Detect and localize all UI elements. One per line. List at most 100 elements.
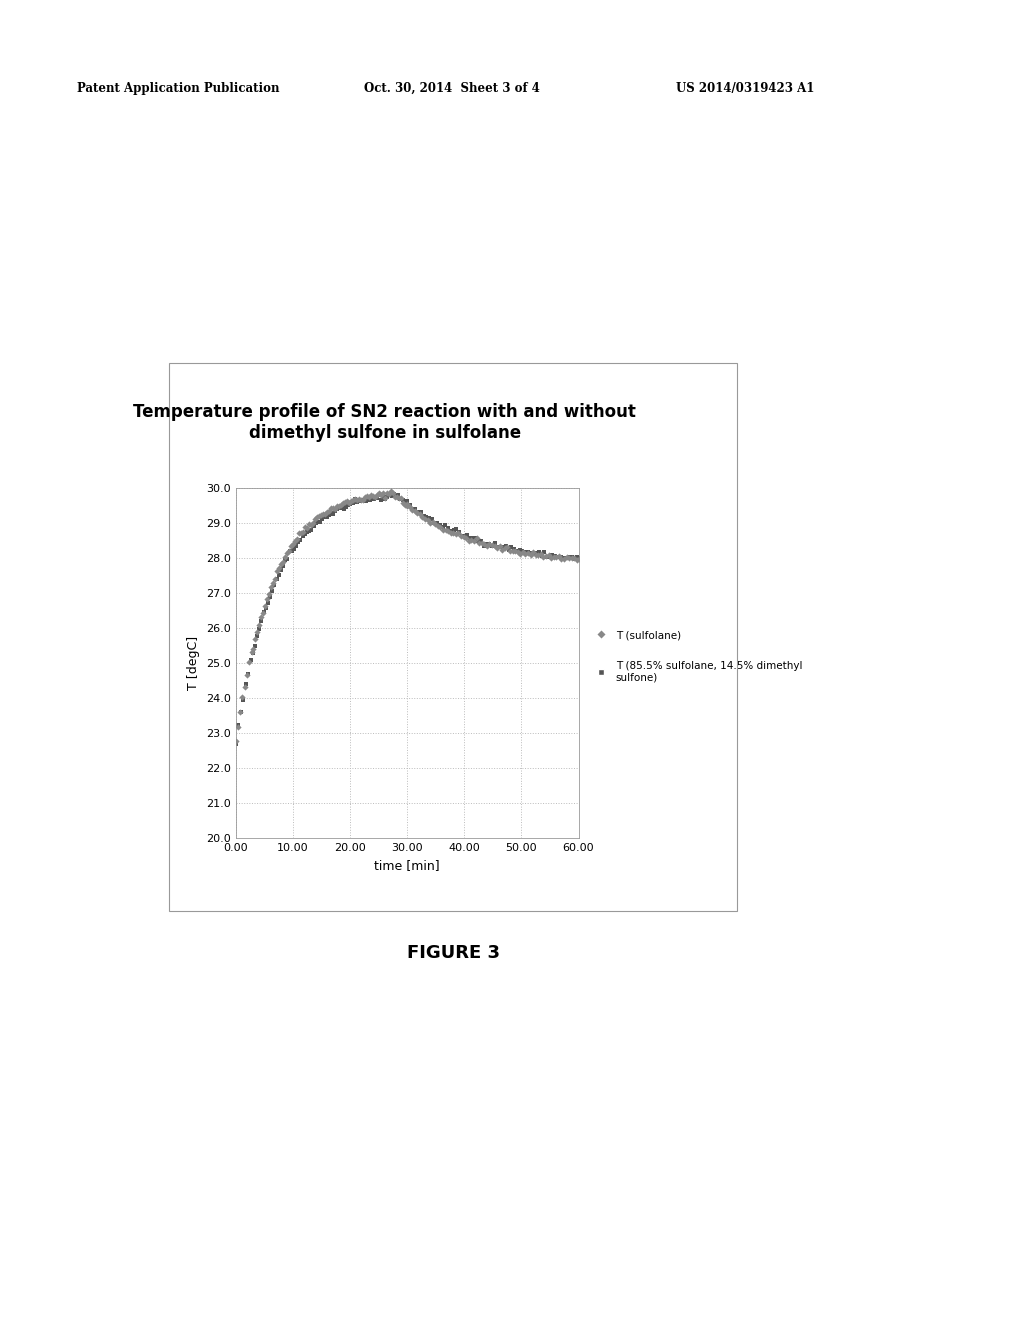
Point xyxy=(489,537,506,558)
Point xyxy=(239,664,255,685)
Point xyxy=(354,488,371,510)
Point xyxy=(333,495,349,516)
Point xyxy=(258,589,274,610)
Point xyxy=(392,488,409,510)
Point xyxy=(373,490,389,511)
Point xyxy=(384,486,400,507)
Point xyxy=(257,598,273,619)
Point xyxy=(369,484,385,506)
Point xyxy=(262,586,279,607)
Point xyxy=(244,642,260,663)
Point xyxy=(230,714,247,735)
Point xyxy=(251,618,267,639)
Point xyxy=(371,483,387,504)
Point xyxy=(343,491,359,512)
Point xyxy=(396,494,413,515)
Point xyxy=(268,560,285,581)
Point xyxy=(386,487,402,508)
Point xyxy=(379,487,395,508)
Point xyxy=(302,515,318,536)
Point xyxy=(247,628,263,649)
Point xyxy=(470,531,486,552)
Point xyxy=(542,545,558,566)
Point xyxy=(530,541,547,562)
Point xyxy=(390,487,407,508)
Point xyxy=(525,543,542,564)
Point xyxy=(399,494,416,515)
Point xyxy=(337,491,353,512)
Point xyxy=(249,626,265,647)
Point xyxy=(348,490,365,511)
Point xyxy=(336,499,352,520)
Point xyxy=(396,491,413,512)
Point xyxy=(488,537,505,558)
Point xyxy=(304,512,321,533)
Point xyxy=(418,506,434,527)
Point xyxy=(274,552,291,573)
Point xyxy=(427,513,443,535)
Point xyxy=(416,506,432,527)
Point xyxy=(553,546,569,568)
Point xyxy=(401,496,418,517)
Point xyxy=(291,523,307,544)
Point xyxy=(424,508,440,529)
Point xyxy=(473,532,489,553)
Point xyxy=(318,507,335,528)
Point xyxy=(571,548,588,569)
Point xyxy=(307,512,324,533)
Point xyxy=(285,533,301,554)
Point xyxy=(515,541,531,562)
Point xyxy=(425,512,441,533)
Point xyxy=(404,499,421,520)
Point xyxy=(511,540,527,561)
Point xyxy=(301,520,317,541)
Point xyxy=(249,622,265,643)
Point xyxy=(410,502,426,523)
Point xyxy=(286,539,302,560)
Point xyxy=(305,516,322,537)
Point xyxy=(415,507,431,528)
Point xyxy=(266,568,283,589)
Point xyxy=(383,480,399,502)
Point xyxy=(453,525,469,546)
Point xyxy=(229,717,246,738)
Point xyxy=(566,548,583,569)
Point xyxy=(282,541,298,562)
Point xyxy=(299,517,315,539)
Point xyxy=(462,528,478,549)
Point xyxy=(381,484,397,506)
Point xyxy=(495,536,511,557)
Point xyxy=(290,531,306,552)
Point xyxy=(253,606,269,627)
Point xyxy=(506,539,522,560)
Point xyxy=(476,533,493,554)
Point xyxy=(555,546,571,568)
Point xyxy=(486,535,503,556)
Point xyxy=(527,545,544,566)
Point xyxy=(371,484,387,506)
Point xyxy=(561,546,578,568)
Point xyxy=(314,508,331,529)
Point xyxy=(268,569,285,590)
Point xyxy=(308,507,325,528)
Point xyxy=(569,546,586,568)
Point xyxy=(373,484,389,506)
Point xyxy=(445,519,462,540)
Point xyxy=(231,701,248,722)
Point xyxy=(227,734,244,755)
Point xyxy=(392,488,409,510)
Text: Temperature profile of SN2 reaction with and without
dimethyl sulfone in sulfola: Temperature profile of SN2 reaction with… xyxy=(133,404,636,442)
Point xyxy=(398,495,415,516)
Point xyxy=(458,528,474,549)
Point xyxy=(481,533,498,554)
Point xyxy=(442,520,459,541)
Point xyxy=(300,513,316,535)
Point xyxy=(456,527,472,548)
Point xyxy=(394,492,411,513)
Point xyxy=(522,543,539,564)
Point xyxy=(563,548,580,569)
Point xyxy=(473,531,489,552)
Point xyxy=(481,533,498,554)
Point xyxy=(260,583,276,605)
Point xyxy=(454,525,470,546)
